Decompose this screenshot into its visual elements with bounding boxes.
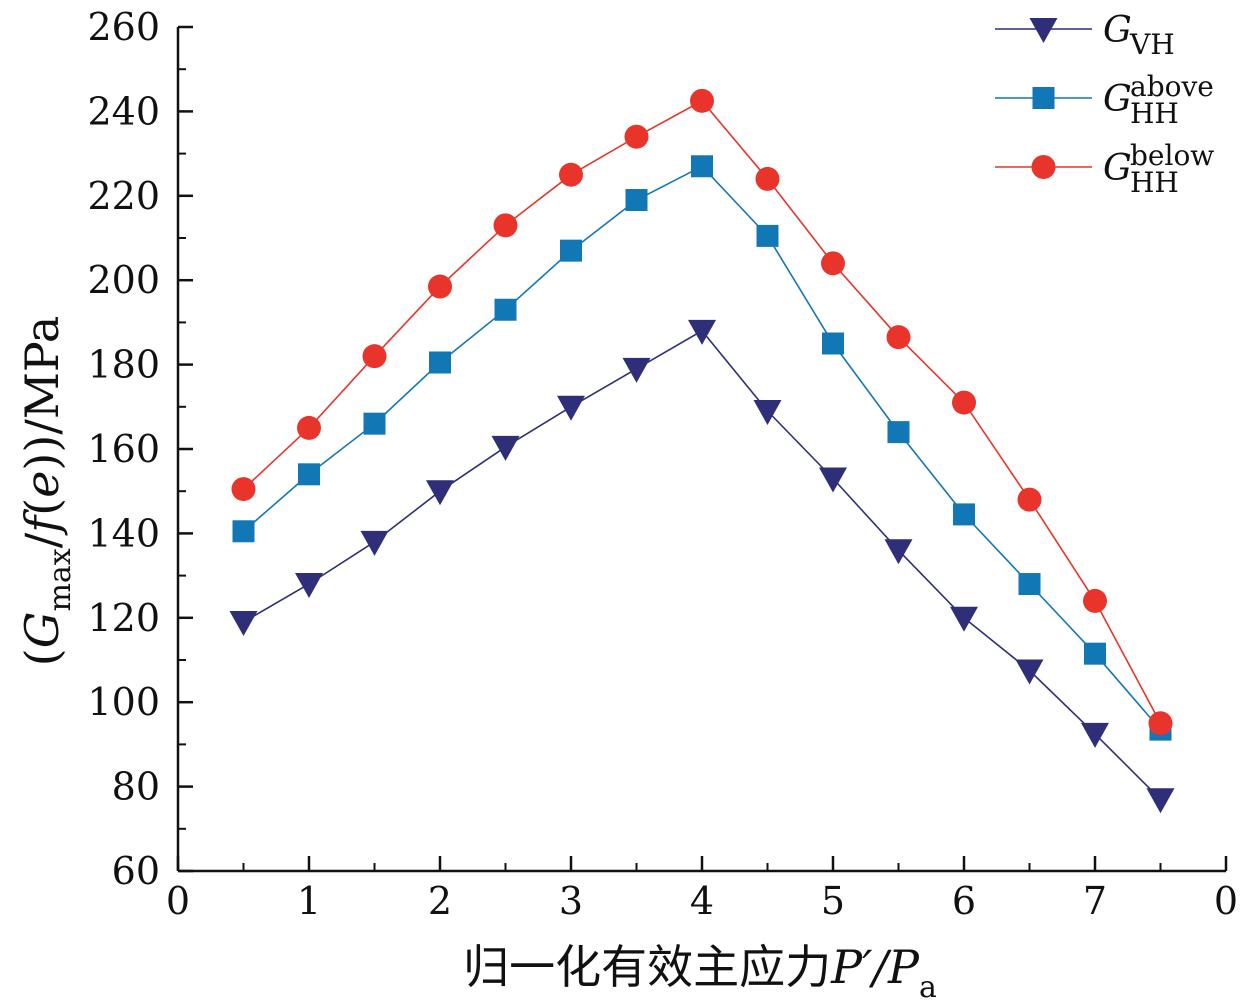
y-tick-label: 120	[87, 596, 160, 640]
series-line	[242, 99, 1162, 724]
data-point	[1081, 722, 1109, 748]
axes: 60 80 100 120 140 160 180 200 220 240 260 0 1 2 3 4 5 6 7 0	[87, 5, 1238, 923]
data-point	[1015, 659, 1044, 685]
data-point	[557, 395, 585, 421]
data-point	[887, 421, 910, 444]
data-point	[690, 88, 714, 113]
data-point	[950, 606, 978, 632]
x-tick-label: 7	[1083, 879, 1107, 923]
data-point	[753, 400, 782, 426]
x-tick-label: 2	[428, 879, 452, 923]
data-point	[884, 539, 913, 565]
data-point	[624, 124, 649, 149]
series-line	[242, 165, 1162, 731]
series-line	[243, 329, 1162, 800]
data-point	[232, 520, 255, 543]
data-point	[363, 412, 386, 435]
x-tick-label: 6	[952, 879, 976, 923]
data-point	[952, 390, 976, 415]
y-tick-label: 220	[87, 174, 160, 218]
y-tick-label: 260	[87, 5, 160, 49]
y-tick-label: 160	[87, 427, 160, 471]
data-point	[755, 166, 780, 191]
data-point	[493, 213, 518, 238]
x-tick-label: 4	[690, 879, 714, 923]
data-point	[362, 344, 387, 369]
legend-label: G	[1103, 10, 1132, 51]
x-axis-title-var: P′/P	[830, 940, 920, 994]
data-point	[426, 480, 454, 506]
data-point	[491, 435, 520, 461]
legend-label-sub: HH	[1130, 166, 1179, 199]
series-2	[231, 88, 1173, 736]
data-point	[229, 611, 258, 637]
legend-label-sub: VH	[1129, 28, 1175, 61]
data-point	[886, 325, 911, 350]
data-point	[756, 224, 779, 247]
x-tick-label: 5	[821, 879, 845, 923]
x-tick-label: 0	[1214, 879, 1238, 923]
legend-label: G	[1103, 148, 1132, 189]
x-axis-title-sub: a	[919, 970, 937, 1005]
x-axis-title-main: 归一化有效主应力	[463, 940, 831, 994]
data-point	[360, 530, 389, 556]
data-point	[1146, 788, 1175, 814]
data-point	[821, 251, 845, 276]
data-point	[1148, 711, 1173, 736]
data-point	[1083, 588, 1107, 613]
legend-label-sub: HH	[1130, 97, 1179, 130]
y-tick-label: 180	[87, 343, 160, 387]
series-0	[229, 319, 1175, 814]
data-point	[1018, 573, 1041, 596]
legend-item: GVH	[995, 10, 1175, 61]
y-tick-label: 100	[87, 680, 160, 724]
data-point	[622, 357, 651, 383]
data-point	[1017, 487, 1042, 512]
y-axis-title: (Gmax/f(e))/MPa	[15, 316, 78, 667]
data-point	[625, 189, 648, 212]
data-point	[494, 298, 517, 321]
data-point	[819, 467, 847, 493]
x-tick-label: 1	[297, 879, 321, 923]
legend-label-sup: above	[1130, 70, 1214, 103]
data-point	[560, 239, 582, 262]
data-point	[1084, 642, 1106, 665]
data-point	[822, 332, 844, 355]
y-tick-label: 140	[87, 511, 160, 555]
data-point	[559, 162, 583, 187]
series-1	[232, 155, 1172, 741]
legend-label-sup: below	[1130, 139, 1214, 172]
data-point	[297, 415, 321, 440]
x-tick-label: 0	[166, 879, 190, 923]
x-tick-label: 3	[559, 879, 583, 923]
x-axis-title: 归一化有效主应力P′/Pa	[463, 940, 937, 1005]
data-point	[298, 463, 320, 486]
y-tick-label: 200	[87, 258, 160, 302]
legend-label: G	[1103, 79, 1132, 120]
legend-marker	[1032, 87, 1055, 109]
data-point	[691, 155, 713, 178]
data-point	[688, 319, 716, 345]
legend-marker	[1029, 18, 1058, 43]
data-point	[429, 351, 451, 374]
y-tick-label: 80	[112, 765, 160, 809]
data-point	[428, 274, 452, 299]
y-tick-label: 240	[87, 89, 160, 133]
plot-area	[229, 88, 1175, 814]
legend-marker	[1031, 155, 1056, 179]
data-point	[953, 503, 975, 526]
data-point	[231, 477, 256, 502]
data-point	[295, 573, 323, 599]
y-tick-label: 60	[112, 849, 160, 893]
